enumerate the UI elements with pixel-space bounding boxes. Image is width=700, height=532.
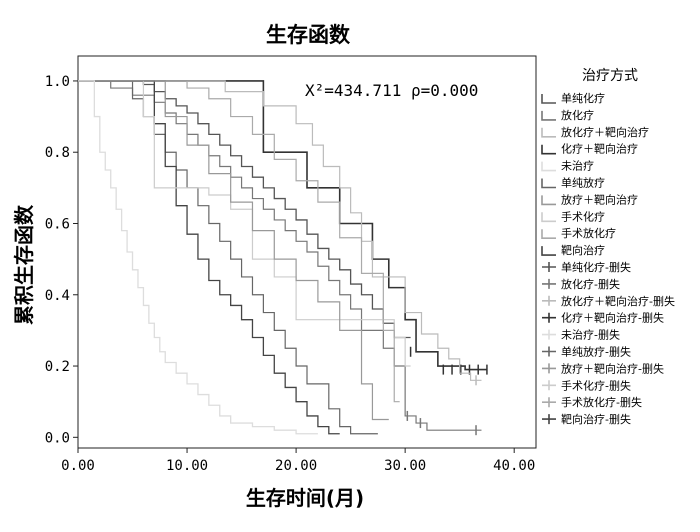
legend-label: 靶向治疗-删失 xyxy=(561,412,631,426)
legend-label: 手术放化疗-删失 xyxy=(561,395,642,409)
legend-censor-swatch xyxy=(542,278,556,289)
legend-item: 手术放化疗 xyxy=(541,226,616,240)
legend-item: 未治疗-删失 xyxy=(542,328,620,342)
y-tick-label: 1.0 xyxy=(45,74,70,90)
legend-label: 单纯化疗 xyxy=(561,91,605,105)
legend-item: 手术化疗-删失 xyxy=(542,378,631,392)
legend-item: 放化疗 xyxy=(541,108,594,122)
plot-area-frame xyxy=(77,55,537,449)
legend-label: 单纯放疗 xyxy=(561,176,605,190)
legend-line-swatch xyxy=(541,94,556,104)
legend-item: 放疗＋靶向治疗 xyxy=(541,192,638,206)
legend-label: 单纯化疗-删失 xyxy=(561,260,631,274)
survival-curves xyxy=(78,80,488,436)
survival-curve xyxy=(78,80,389,421)
chart-title: 生存函数 xyxy=(266,23,351,47)
legend-item: 手术化疗 xyxy=(541,209,605,223)
legend-censor-swatch xyxy=(542,380,556,391)
legend-label: 化疗＋靶向治疗 xyxy=(561,142,638,156)
legend-label: 手术化疗-删失 xyxy=(561,378,631,392)
legend-censor-swatch xyxy=(542,363,556,374)
legend-label: 未治疗 xyxy=(561,159,594,173)
legend-censor-swatch xyxy=(542,346,556,357)
legend-item: 放化疗-删失 xyxy=(542,277,620,291)
legend-label: 单纯放疗-删失 xyxy=(561,345,631,359)
survival-curve xyxy=(78,80,400,403)
legend-censor-swatch xyxy=(542,397,556,408)
axis-ticks: 0.00 10.00 20.00 30.00 40.00 0.0 0.2 0.4 0.6 0.8 1… xyxy=(45,74,536,474)
legend-line-swatch xyxy=(541,246,556,256)
legend-line-swatch xyxy=(541,127,556,138)
legend-line-swatch xyxy=(541,178,556,189)
legend-line-swatch xyxy=(541,212,556,223)
legend-item: 化疗＋靶向治疗-删失 xyxy=(542,311,664,325)
legend-label: 手术化疗 xyxy=(561,209,605,223)
survival-curve xyxy=(78,80,411,339)
x-tick-label: 10.00 xyxy=(166,458,208,474)
legend-item: 单纯放疗 xyxy=(541,176,605,190)
legend-item: 化疗＋靶向治疗 xyxy=(541,142,638,156)
legend-line-swatch xyxy=(541,161,556,172)
legend-censor-swatch xyxy=(542,312,556,323)
legend: 治疗方式 单纯化疗放化疗放化疗＋靶向治疗化疗＋靶向治疗未治疗单纯放疗放疗＋靶向治… xyxy=(541,68,675,426)
legend-label: 未治疗-删失 xyxy=(561,328,620,342)
survival-curve xyxy=(78,80,318,435)
legend-item: 单纯化疗 xyxy=(541,91,605,105)
legend-item: 手术放化疗-删失 xyxy=(542,395,642,409)
legend-line-swatch xyxy=(541,195,556,206)
legend-line-swatch xyxy=(541,144,556,155)
y-tick-label: 0.8 xyxy=(45,145,70,161)
y-tick-label: 0.6 xyxy=(45,216,70,232)
x-tick-label: 20.00 xyxy=(275,458,317,474)
legend-label: 手术放化疗 xyxy=(561,226,616,240)
legend-label: 化疗＋靶向治疗-删失 xyxy=(561,311,664,325)
legend-label: 放疗＋靶向治疗 xyxy=(561,192,638,206)
survival-curve xyxy=(78,80,378,435)
legend-label: 放化疗-删失 xyxy=(561,277,620,291)
legend-line-swatch xyxy=(541,110,556,121)
x-tick-label: 30.00 xyxy=(384,458,426,474)
legend-censor-swatch xyxy=(542,295,556,306)
legend-item: 靶向治疗-删失 xyxy=(542,412,631,426)
chi-square-annotation: X²=434.711 ρ=0.000 xyxy=(305,81,478,100)
legend-title: 治疗方式 xyxy=(582,68,638,84)
legend-item: 放化疗＋靶向治疗-删失 xyxy=(542,294,675,308)
legend-item: 未治疗 xyxy=(541,159,594,173)
legend-censor-swatch xyxy=(542,414,556,425)
legend-label: 靶向治疗 xyxy=(561,243,605,257)
y-axis-label: 累积生存函数 xyxy=(12,204,36,325)
x-tick-label: 40.00 xyxy=(493,458,535,474)
legend-line-swatch xyxy=(541,229,556,239)
legend-label: 放疗＋靶向治疗-删失 xyxy=(561,361,664,375)
legend-censor-swatch xyxy=(542,262,556,272)
legend-item: 放化疗＋靶向治疗 xyxy=(541,125,649,139)
legend-item: 单纯化疗-删失 xyxy=(542,260,631,274)
survival-curve xyxy=(78,80,487,371)
legend-item: 单纯放疗-删失 xyxy=(542,345,631,359)
y-tick-label: 0.4 xyxy=(45,288,70,304)
y-tick-label: 0.0 xyxy=(45,430,70,446)
y-tick-label: 0.2 xyxy=(45,359,70,375)
survival-curve xyxy=(78,80,482,381)
x-tick-label: 0.00 xyxy=(61,458,95,474)
survival-curve xyxy=(78,80,340,435)
legend-label: 放化疗＋靶向治疗 xyxy=(561,125,649,139)
x-axis-label: 生存时间(月) xyxy=(246,486,364,510)
legend-label: 放化疗 xyxy=(561,108,594,122)
legend-label: 放化疗＋靶向治疗-删失 xyxy=(561,294,675,308)
legend-item: 放疗＋靶向治疗-删失 xyxy=(542,361,664,375)
survival-curve xyxy=(78,80,482,431)
legend-item: 靶向治疗 xyxy=(541,243,605,257)
legend-censor-swatch xyxy=(542,329,556,340)
